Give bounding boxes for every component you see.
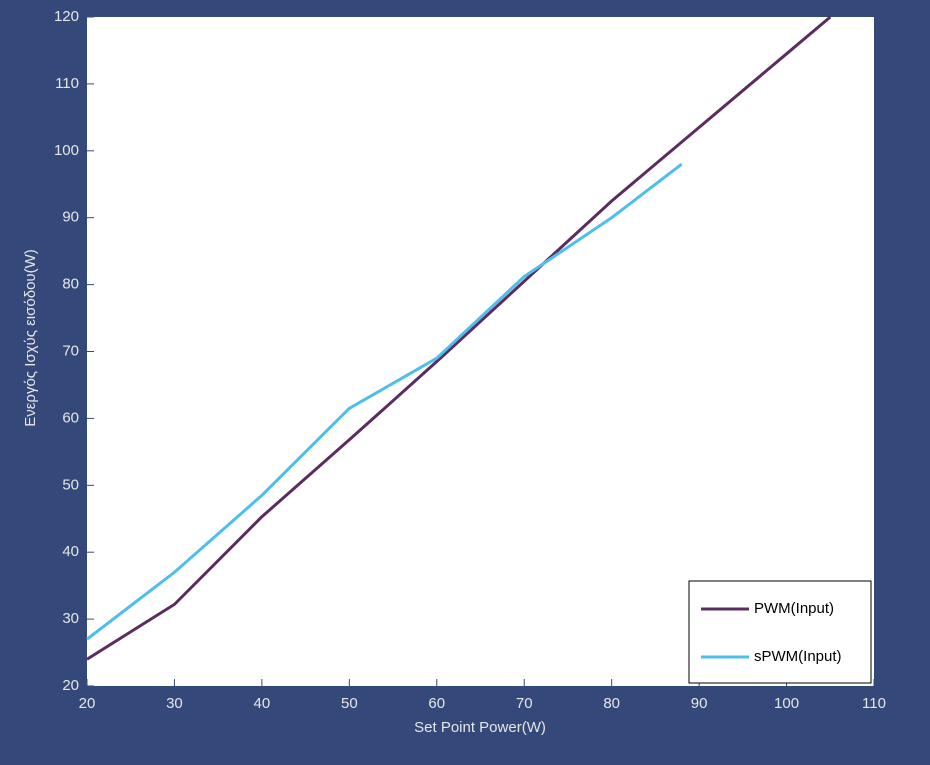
x-tick-label: 30 xyxy=(166,695,183,712)
y-axis-label: Ενεργός Ισχύς εισόδου(W) xyxy=(22,249,39,427)
line xyxy=(86,162,683,641)
x-tick-label: 80 xyxy=(603,695,620,712)
y-tick-label: 120 xyxy=(54,8,79,25)
legend-label: PWM(Input) xyxy=(754,600,834,617)
x-tick-label: 70 xyxy=(516,695,533,712)
x-axis-label: Set Point Power(W) xyxy=(414,719,546,736)
y-tick-label: 20 xyxy=(62,677,79,694)
x-tick-label: 50 xyxy=(341,695,358,712)
legend-label: sPWM(Input) xyxy=(754,648,842,665)
legend-box xyxy=(688,580,872,684)
line xyxy=(86,15,832,661)
plot-area xyxy=(87,17,874,686)
x-tick-label: 40 xyxy=(254,695,271,712)
x-tick-label: 20 xyxy=(79,695,96,712)
y-tick-label: 70 xyxy=(62,342,79,359)
y-tick-label: 90 xyxy=(62,209,79,226)
x-tick-label: 100 xyxy=(774,695,799,712)
x-tick-label: 60 xyxy=(428,695,445,712)
x-tick-label: 110 xyxy=(862,695,886,712)
y-tick-label: 80 xyxy=(62,276,79,293)
y-tick-label: 30 xyxy=(62,610,79,627)
y-tick-label: 50 xyxy=(62,476,79,493)
x-tick-label: 90 xyxy=(691,695,708,712)
y-tick-label: 110 xyxy=(55,75,79,92)
y-tick-label: 60 xyxy=(62,409,79,426)
y-tick-label: 100 xyxy=(54,142,79,159)
y-tick-label: 40 xyxy=(62,543,79,560)
